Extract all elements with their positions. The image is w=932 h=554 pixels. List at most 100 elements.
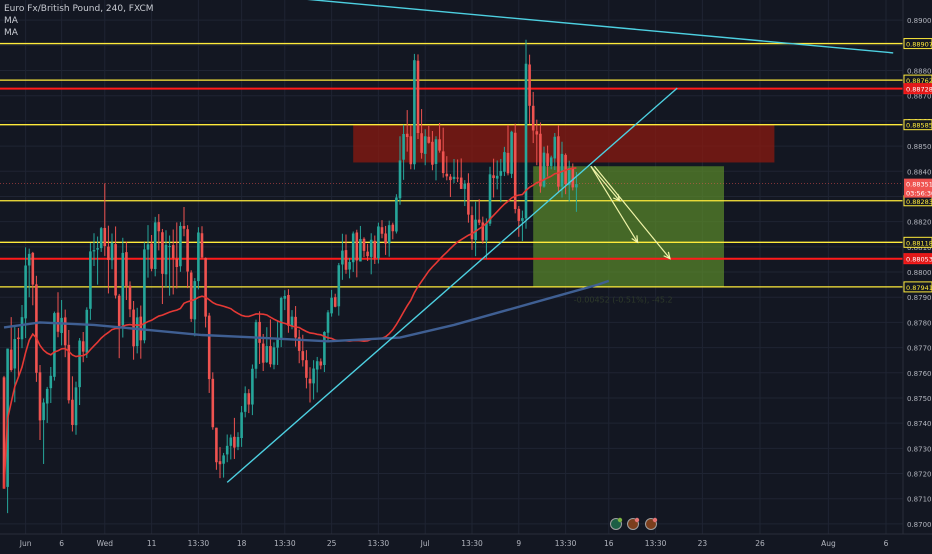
candle[interactable] (110, 242, 114, 261)
candle[interactable] (391, 224, 395, 232)
indicator-ma-fast[interactable]: MA (4, 16, 18, 26)
candle[interactable] (438, 139, 441, 151)
candle[interactable] (229, 437, 233, 446)
candle[interactable] (128, 285, 132, 310)
candle[interactable] (197, 232, 200, 282)
candle[interactable] (103, 227, 107, 247)
candle[interactable] (175, 259, 179, 267)
supply-zone[interactable] (353, 124, 775, 163)
candle[interactable] (107, 246, 110, 260)
candle[interactable] (517, 208, 521, 221)
candle[interactable] (308, 378, 312, 384)
candle[interactable] (290, 316, 294, 326)
trendline[interactable] (260, 0, 894, 54)
projection-arrow[interactable] (590, 165, 639, 243)
candle[interactable] (474, 219, 477, 241)
candle[interactable] (341, 250, 344, 265)
candle[interactable] (168, 246, 171, 248)
candle[interactable] (531, 105, 535, 131)
candle[interactable] (182, 225, 186, 229)
candle[interactable] (49, 375, 53, 389)
candle[interactable] (477, 219, 481, 223)
candle[interactable] (524, 63, 528, 219)
candle[interactable] (323, 331, 326, 365)
candle[interactable] (380, 227, 384, 234)
candle[interactable] (42, 402, 45, 421)
candle[interactable] (366, 251, 369, 257)
candle[interactable] (297, 337, 301, 351)
candle[interactable] (326, 312, 330, 333)
candle[interactable] (261, 343, 265, 363)
candle[interactable] (60, 317, 63, 333)
candle[interactable] (434, 139, 438, 164)
candle[interactable] (27, 253, 31, 266)
candle[interactable] (279, 297, 283, 340)
candle[interactable] (38, 372, 42, 421)
candle[interactable] (402, 134, 405, 160)
projection-arrow[interactable] (590, 165, 621, 202)
candle[interactable] (146, 244, 150, 250)
candle[interactable] (63, 317, 67, 346)
candle[interactable] (398, 160, 402, 199)
candle[interactable] (445, 173, 449, 177)
candle[interactable] (171, 245, 175, 259)
candle[interactable] (301, 351, 305, 361)
candle[interactable] (153, 222, 157, 270)
candle[interactable] (467, 182, 470, 215)
candle[interactable] (333, 297, 337, 307)
candle[interactable] (283, 295, 287, 299)
candle[interactable] (67, 344, 71, 401)
candle[interactable] (456, 177, 459, 179)
candle[interactable] (251, 368, 254, 405)
candle[interactable] (470, 215, 474, 240)
candle[interactable] (207, 315, 211, 380)
candle[interactable] (200, 233, 204, 258)
candle[interactable] (499, 171, 503, 176)
projection-arrow[interactable] (593, 165, 671, 260)
candle[interactable] (74, 387, 78, 426)
candle[interactable] (215, 427, 218, 463)
candle[interactable] (553, 136, 557, 159)
candle[interactable] (330, 297, 333, 314)
candle[interactable] (384, 233, 387, 244)
candle[interactable] (247, 393, 251, 405)
candle[interactable] (218, 461, 222, 465)
candle[interactable] (204, 257, 207, 317)
candle[interactable] (99, 228, 103, 249)
candle[interactable] (186, 229, 189, 272)
candle[interactable] (89, 251, 92, 309)
candle[interactable] (441, 151, 445, 174)
ma-slow-line[interactable] (3, 279, 610, 343)
candle[interactable] (427, 136, 431, 143)
candle[interactable] (549, 157, 553, 166)
candle[interactable] (287, 294, 290, 326)
candle[interactable] (305, 360, 308, 378)
candle[interactable] (265, 346, 269, 363)
candle[interactable] (485, 223, 488, 241)
candle[interactable] (114, 244, 117, 296)
candle[interactable] (503, 152, 506, 172)
candle[interactable] (240, 412, 243, 439)
candle[interactable] (521, 218, 524, 221)
candle[interactable] (351, 233, 355, 263)
candle[interactable] (423, 136, 427, 154)
candle[interactable] (535, 131, 539, 135)
candle[interactable] (78, 340, 81, 388)
indicator-ma-slow[interactable]: MA (4, 28, 18, 38)
candle[interactable] (449, 176, 452, 181)
candle[interactable] (459, 177, 463, 189)
candle[interactable] (513, 132, 517, 210)
candle[interactable] (135, 317, 139, 347)
candle[interactable] (528, 64, 531, 106)
candle[interactable] (243, 393, 247, 412)
candle[interactable] (506, 152, 510, 174)
candle[interactable] (150, 243, 153, 269)
candle[interactable] (81, 341, 85, 352)
candle[interactable] (420, 133, 423, 153)
candle[interactable] (315, 361, 319, 370)
candle[interactable] (560, 153, 564, 187)
candle[interactable] (276, 338, 279, 348)
candle[interactable] (571, 167, 575, 188)
candle[interactable] (24, 265, 27, 319)
candle[interactable] (269, 346, 272, 365)
